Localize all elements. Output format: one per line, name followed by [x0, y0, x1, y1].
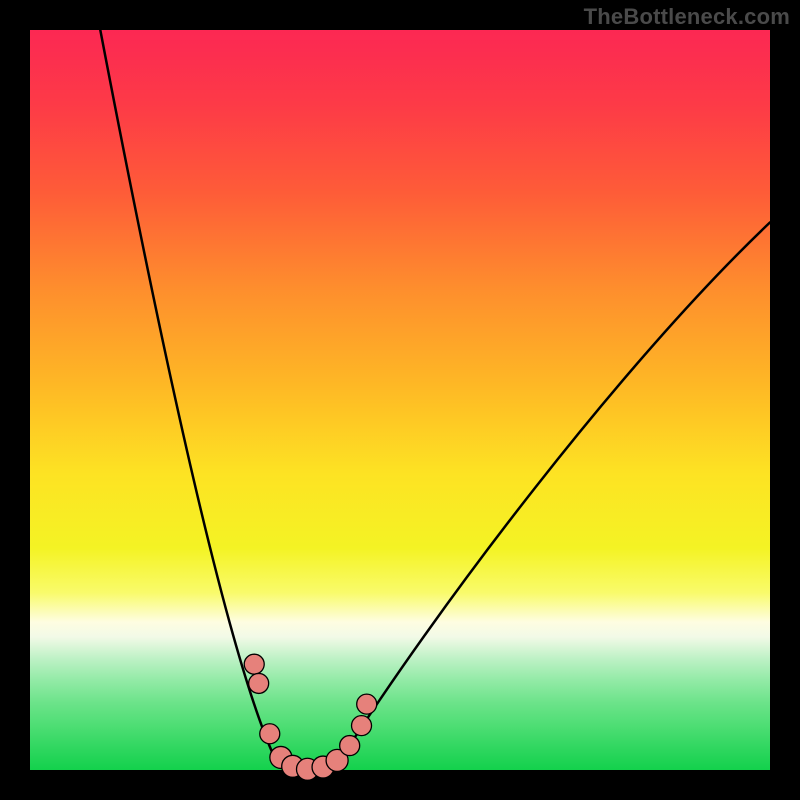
chart-container: TheBottleneck.com: [0, 0, 800, 800]
data-marker: [352, 716, 372, 736]
watermark-text: TheBottleneck.com: [584, 4, 790, 30]
data-marker: [357, 694, 377, 714]
data-marker: [340, 736, 360, 756]
data-marker: [260, 724, 280, 744]
data-marker: [244, 654, 264, 674]
bottleneck-chart: [0, 0, 800, 800]
data-marker: [249, 673, 269, 693]
